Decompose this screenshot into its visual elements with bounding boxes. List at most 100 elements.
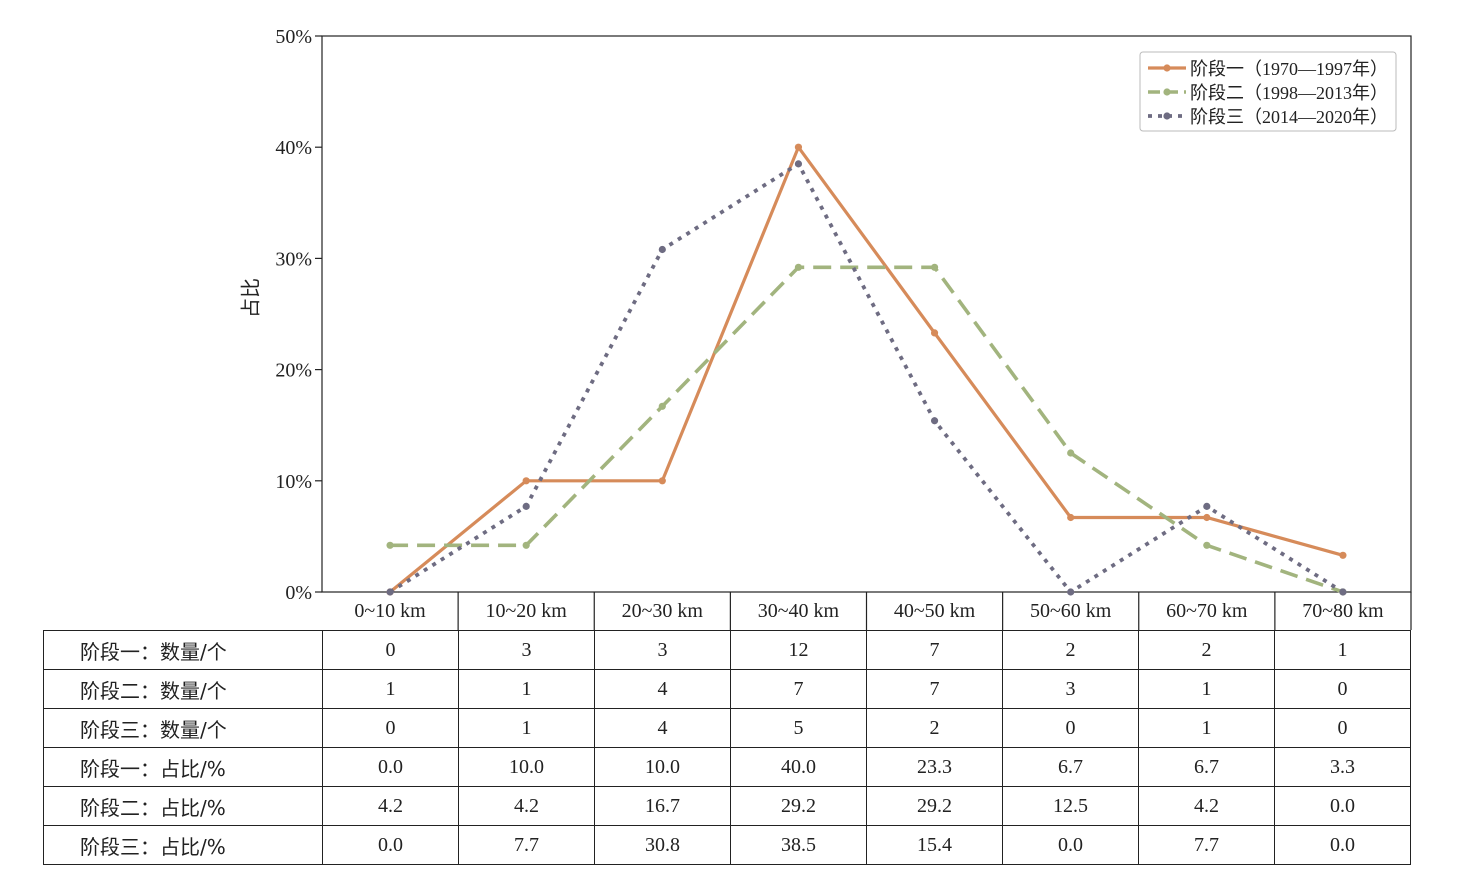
legend-entry: 阶段二（1998—2013年） xyxy=(1190,83,1388,104)
data-point xyxy=(658,402,666,410)
series-line-2 xyxy=(390,265,1344,594)
table-row: 阶段三：占比/% 0.0 7.7 30.8 38.5 15.4 0.0 7.7 0.0 xyxy=(43,825,1411,865)
table-row: 阶段二：占比/% 4.2 4.2 16.7 29.2 29.2 12.5 4.2 0.0 xyxy=(43,786,1411,826)
table-cell: 16.7 xyxy=(594,786,731,826)
table-cell: 0.0 xyxy=(1002,825,1139,865)
data-point xyxy=(522,477,530,485)
table-cell: 0.0 xyxy=(1274,825,1411,865)
data-point xyxy=(794,160,803,168)
data-point xyxy=(1339,588,1347,596)
table-cell: 7.7 xyxy=(458,825,595,865)
table-cell: 15.4 xyxy=(866,825,1003,865)
data-point xyxy=(930,263,939,271)
table-cell: 7 xyxy=(866,669,1003,709)
table-cell: 0 xyxy=(1274,708,1411,748)
table-cell: 2 xyxy=(1002,630,1139,670)
x-category-label: 70~80 km xyxy=(1302,600,1384,622)
table-cell: 12 xyxy=(730,630,867,670)
legend-entry: 阶段一（1970—1997年） xyxy=(1190,59,1388,80)
table-cell: 4.2 xyxy=(458,786,595,826)
table-cell: 1 xyxy=(458,669,595,709)
table-cell: 40.0 xyxy=(730,747,867,787)
table-cell: 0 xyxy=(322,708,459,748)
legend-box xyxy=(1139,51,1397,132)
x-category-label: 30~40 km xyxy=(758,600,840,622)
y-axis-label: 占比 xyxy=(239,278,263,318)
data-point xyxy=(1203,541,1211,549)
table-cell: 5 xyxy=(730,708,867,748)
table-cell: 6.7 xyxy=(1138,747,1275,787)
y-tick-label: 0% xyxy=(285,582,312,604)
x-category-label: 20~30 km xyxy=(622,600,704,622)
table-cell: 1 xyxy=(458,708,595,748)
table-cell: 1 xyxy=(1138,708,1275,748)
data-point xyxy=(1203,502,1211,510)
table-cell: 29.2 xyxy=(866,786,1003,826)
legend-marker xyxy=(1163,112,1171,120)
data-point xyxy=(1067,513,1075,522)
table-cell: 4.2 xyxy=(1138,786,1275,826)
data-point xyxy=(930,329,939,337)
table-cell: 30.8 xyxy=(594,825,731,865)
table-row: 阶段二：数量/个 1 1 4 7 7 3 1 0 xyxy=(43,669,1411,709)
y-tick-label: 20% xyxy=(275,360,312,382)
table-cell: 6.7 xyxy=(1002,747,1139,787)
data-point xyxy=(386,541,394,549)
data-point xyxy=(1339,551,1347,559)
table-cell: 10.0 xyxy=(458,747,595,787)
x-category-label: 50~60 km xyxy=(1030,600,1112,622)
row-label: 阶段三：数量/个 xyxy=(43,708,323,748)
series-line-3 xyxy=(389,161,1344,595)
y-tick-label: 10% xyxy=(275,471,312,493)
table-cell: 4 xyxy=(594,708,731,748)
data-point xyxy=(522,502,530,510)
data-table: 阶段一：数量/个 0 3 3 12 7 2 2 1 阶段二：数量/个 1 1 4 7 7 3 1 0 阶段三：数量/… xyxy=(43,630,1411,865)
table-row: 阶段一：数量/个 0 3 3 12 7 2 2 1 xyxy=(43,630,1411,670)
legend-marker xyxy=(1163,64,1171,72)
table-cell: 12.5 xyxy=(1002,786,1139,826)
data-point xyxy=(1203,513,1211,522)
table-cell: 1 xyxy=(322,669,459,709)
row-label: 阶段二：占比/% xyxy=(43,786,323,826)
row-label: 阶段一：占比/% xyxy=(43,747,323,787)
data-point xyxy=(522,541,530,549)
row-label: 阶段一：数量/个 xyxy=(43,630,323,670)
table-cell: 3 xyxy=(458,630,595,670)
table-cell: 23.3 xyxy=(866,747,1003,787)
table-cell: 1 xyxy=(1138,669,1275,709)
x-category-label: 60~70 km xyxy=(1166,600,1248,622)
y-tick-label: 50% xyxy=(275,26,312,48)
table-cell: 4 xyxy=(594,669,731,709)
table-cell: 0.0 xyxy=(1274,786,1411,826)
x-category-label: 40~50 km xyxy=(894,600,976,622)
table-cell: 0 xyxy=(1002,708,1139,748)
table-cell: 0.0 xyxy=(322,825,459,865)
table-cell: 4.2 xyxy=(322,786,459,826)
table-cell: 1 xyxy=(1274,630,1411,670)
data-point xyxy=(386,588,394,596)
data-point xyxy=(1067,588,1075,596)
table-cell: 0 xyxy=(322,630,459,670)
table-cell: 2 xyxy=(1138,630,1275,670)
table-cell: 3 xyxy=(1002,669,1139,709)
table-cell: 3 xyxy=(594,630,731,670)
table-cell: 7 xyxy=(730,669,867,709)
legend-entry: 阶段三（2014—2020年） xyxy=(1190,107,1388,128)
data-point xyxy=(930,417,939,425)
table-row: 阶段一：占比/% 0.0 10.0 10.0 40.0 23.3 6.7 6.7 3.3 xyxy=(43,747,1411,787)
table-cell: 0 xyxy=(1274,669,1411,709)
table-cell: 10.0 xyxy=(594,747,731,787)
series-line-1 xyxy=(389,143,1344,594)
table-cell: 7 xyxy=(866,630,1003,670)
x-category-label: 0~10 km xyxy=(354,600,426,622)
data-point xyxy=(794,263,803,271)
y-tick-label: 30% xyxy=(275,248,312,270)
data-point xyxy=(794,143,803,151)
data-point xyxy=(1067,449,1075,457)
line-chart: 0% 10% 20% 30% 40% 50% 占比 阶段一（1970—1997年） 阶段二（19… xyxy=(239,26,1412,630)
table-cell: 3.3 xyxy=(1274,747,1411,787)
table-cell: 2 xyxy=(866,708,1003,748)
table-cell: 7.7 xyxy=(1138,825,1275,865)
data-point xyxy=(658,477,666,485)
legend-marker xyxy=(1163,88,1171,96)
